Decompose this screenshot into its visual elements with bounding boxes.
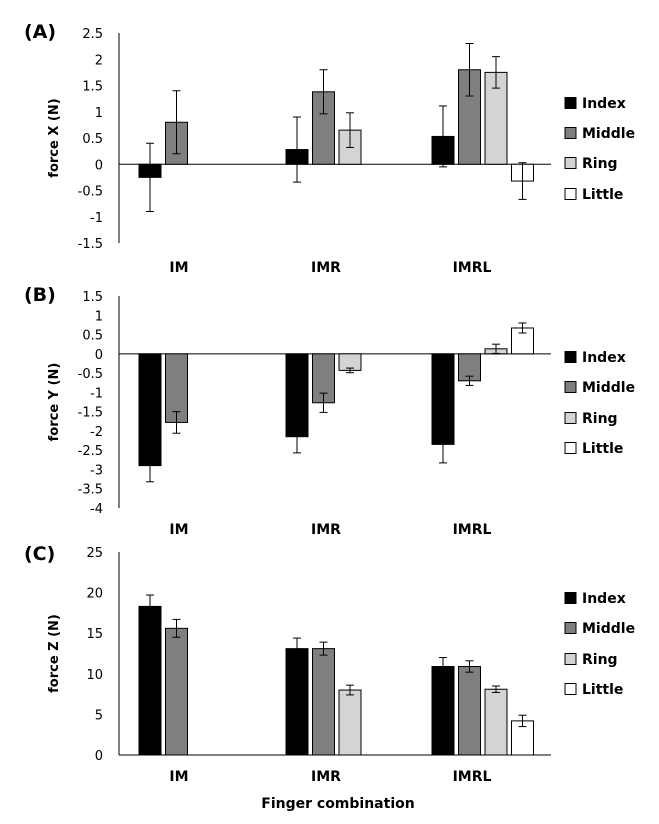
y-tick-label: 0 [95, 158, 103, 173]
category-label: IMRL [453, 769, 492, 785]
legend-swatch [564, 653, 577, 665]
panel-label: (C) [24, 543, 55, 565]
legend-swatch [564, 351, 577, 363]
y-tick-label: 1 [95, 309, 103, 324]
legend-swatch [564, 97, 577, 109]
category-label: IMRL [453, 260, 492, 276]
legend-swatch [564, 412, 577, 424]
y-tick-label: 0 [95, 348, 103, 363]
bar-index [285, 648, 309, 756]
panel-label: (A) [24, 21, 56, 43]
y-tick-label: 1.5 [82, 80, 103, 95]
legend-label: Index [582, 96, 626, 112]
category-label: IM [169, 522, 188, 538]
y-axis-title: force X (N) [47, 98, 62, 177]
chart-panel: (C) force Z (N) 25 20 15 10 5 0 IM IMR IMRL Index Mi… [24, 543, 635, 785]
chart-panel: (A) force X (N) 2.5 2 1.5 1 0.5 0 -0.5 -1 -1.5 IM IM… [24, 21, 635, 276]
y-tick-label: -3.5 [78, 483, 103, 498]
legend-label: Middle [582, 126, 635, 142]
y-tick-label: -1 [90, 386, 103, 401]
category-label: IM [169, 769, 188, 785]
y-tick-label: -3 [90, 463, 103, 478]
y-tick-label: 0.5 [82, 132, 103, 147]
category-label: IMR [311, 522, 341, 538]
bar-index [431, 665, 455, 756]
y-tick-label: 20 [86, 587, 103, 602]
legend-swatch [564, 188, 577, 200]
bar-middle [165, 627, 188, 756]
y-tick-label: -1.5 [78, 237, 103, 252]
bar-middle [458, 665, 481, 756]
y-tick-label: 1.5 [82, 290, 103, 305]
bar-ring [484, 688, 508, 756]
y-tick-label: 5 [95, 708, 103, 723]
category-label: IMRL [453, 522, 492, 538]
y-tick-label: 0.5 [82, 329, 103, 344]
category-label: IMR [311, 260, 341, 276]
x-axis-title: Finger combination [261, 796, 414, 812]
chart-panel: (B) force Y (N) 1.5 1 0.5 0 -0.5 -1 -1.5 -2 -2.5 -3… [24, 284, 635, 538]
y-tick-label: -2 [90, 425, 103, 440]
y-tick-label: 10 [86, 668, 103, 683]
y-axis-title: force Z (N) [47, 614, 62, 693]
legend-label: Index [582, 591, 626, 607]
y-tick-label: -0.5 [78, 185, 103, 200]
bar-index [138, 605, 162, 756]
y-tick-label: 15 [86, 627, 103, 642]
legend-label: Little [582, 441, 623, 457]
y-tick-label: -1.5 [78, 406, 103, 421]
legend-label: Ring [582, 652, 618, 668]
y-tick-label: 2 [95, 53, 103, 68]
y-tick-label: -1 [90, 211, 103, 226]
legend-swatch [564, 622, 577, 634]
y-tick-label: 1 [95, 106, 103, 121]
legend-swatch [564, 157, 577, 169]
y-tick-label: 0 [95, 749, 103, 764]
y-tick-label: -0.5 [78, 367, 103, 382]
y-tick-label: 2.5 [82, 27, 103, 42]
panel-label: (B) [24, 284, 56, 306]
category-label: IMR [311, 769, 341, 785]
bar-middle [312, 648, 335, 756]
legend-label: Index [582, 350, 626, 366]
y-tick-label: 25 [86, 546, 103, 561]
legend-swatch [564, 127, 577, 139]
y-tick-label: -4 [90, 502, 103, 517]
panels: (A) force X (N) 2.5 2 1.5 1 0.5 0 -0.5 -1 -1.5 IM IM… [24, 21, 635, 785]
legend-label: Middle [582, 621, 635, 637]
y-tick-label: -2.5 [78, 444, 103, 459]
bar-ring [338, 689, 362, 756]
legend-label: Little [582, 187, 623, 203]
bar-index [138, 353, 162, 467]
y-axis-title: force Y (N) [47, 363, 62, 442]
legend-swatch [564, 442, 577, 454]
legend-swatch [564, 592, 577, 604]
legend-label: Little [582, 682, 623, 698]
legend-label: Middle [582, 380, 635, 396]
category-label: IM [169, 260, 188, 276]
legend-swatch [564, 381, 577, 393]
legend-label: Ring [582, 156, 618, 172]
legend-label: Ring [582, 411, 618, 427]
legend-swatch [564, 683, 577, 695]
